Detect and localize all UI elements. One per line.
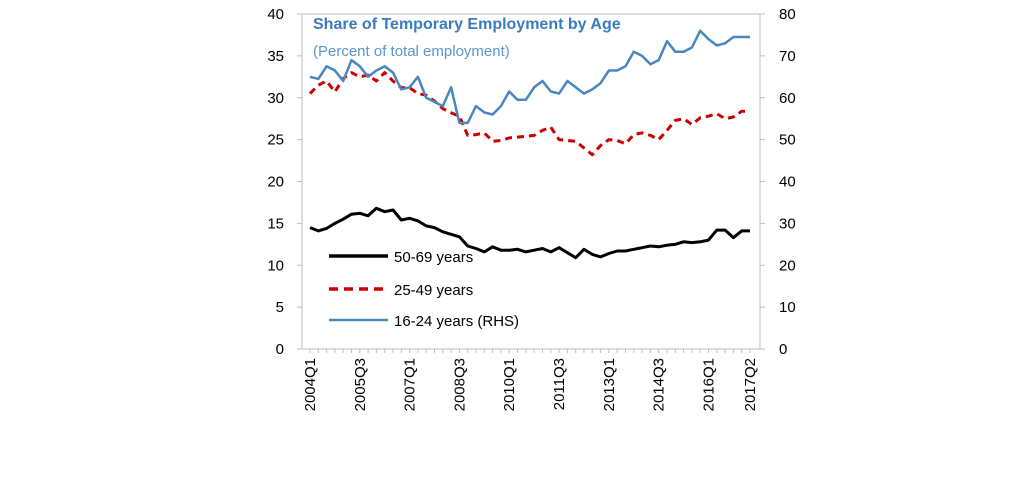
right-y-tick-label: 80 xyxy=(779,6,796,23)
x-tick-label: 2010Q1 xyxy=(501,358,518,411)
x-tick-label: 2005Q3 xyxy=(352,358,369,411)
chart-title: Share of Temporary Employment by Age xyxy=(313,16,621,33)
left-y-tick-label: 10 xyxy=(267,257,284,274)
left-y-tick-label: 30 xyxy=(267,90,284,107)
legend: 50-69 years 25-49 years 16-24 years (RHS… xyxy=(329,249,519,330)
left-y-axis: 0 5 10 15 20 25 30 35 40 xyxy=(267,6,302,358)
left-y-tick-label: 0 xyxy=(276,341,284,358)
right-y-tick-label: 60 xyxy=(779,90,796,107)
right-y-tick-label: 20 xyxy=(779,257,796,274)
x-tick-label: 2017Q2 xyxy=(742,358,759,411)
right-y-tick-label: 10 xyxy=(779,299,796,316)
right-y-tick-label: 0 xyxy=(779,341,787,358)
series-lines xyxy=(308,29,750,260)
right-y-tick-label: 50 xyxy=(779,132,796,149)
legend-label-16-24: 16-24 years (RHS) xyxy=(394,313,519,330)
x-tick-label: 2013Q1 xyxy=(601,358,618,411)
left-y-tick-label: 15 xyxy=(267,215,284,232)
series-line-16-24-years-rhs- xyxy=(309,29,750,125)
x-tick-label: 2007Q1 xyxy=(402,358,419,411)
series-line-25-49-years xyxy=(308,71,750,157)
legend-label-50-69: 50-69 years xyxy=(394,249,473,266)
series-line-50-69-years xyxy=(309,206,750,260)
left-y-tick-label: 35 xyxy=(267,48,284,65)
left-y-tick-label: 25 xyxy=(267,132,284,149)
x-tick-label: 2004Q1 xyxy=(302,358,319,411)
right-y-tick-label: 30 xyxy=(779,215,796,232)
right-y-axis: 0 10 20 30 40 50 60 70 80 xyxy=(760,6,796,358)
left-y-tick-label: 20 xyxy=(267,174,284,191)
plot-frame xyxy=(301,13,761,350)
left-y-tick-label: 40 xyxy=(267,6,284,23)
right-y-tick-label: 70 xyxy=(779,48,796,65)
chart-subtitle: (Percent of total employment) xyxy=(313,43,510,60)
left-y-tick-label: 5 xyxy=(276,299,284,316)
x-axis: 2004Q1 2005Q3 2007Q1 2008Q3 2010Q1 2011Q3 2013… xyxy=(302,349,759,411)
x-tick-label: 2014Q3 xyxy=(651,358,668,411)
x-tick-label: 2008Q3 xyxy=(451,358,468,411)
legend-label-25-49: 25-49 years xyxy=(394,282,473,299)
x-tick-label: 2011Q3 xyxy=(551,358,568,410)
x-tick-label: 2016Q1 xyxy=(700,358,717,411)
right-y-tick-label: 40 xyxy=(779,174,796,191)
